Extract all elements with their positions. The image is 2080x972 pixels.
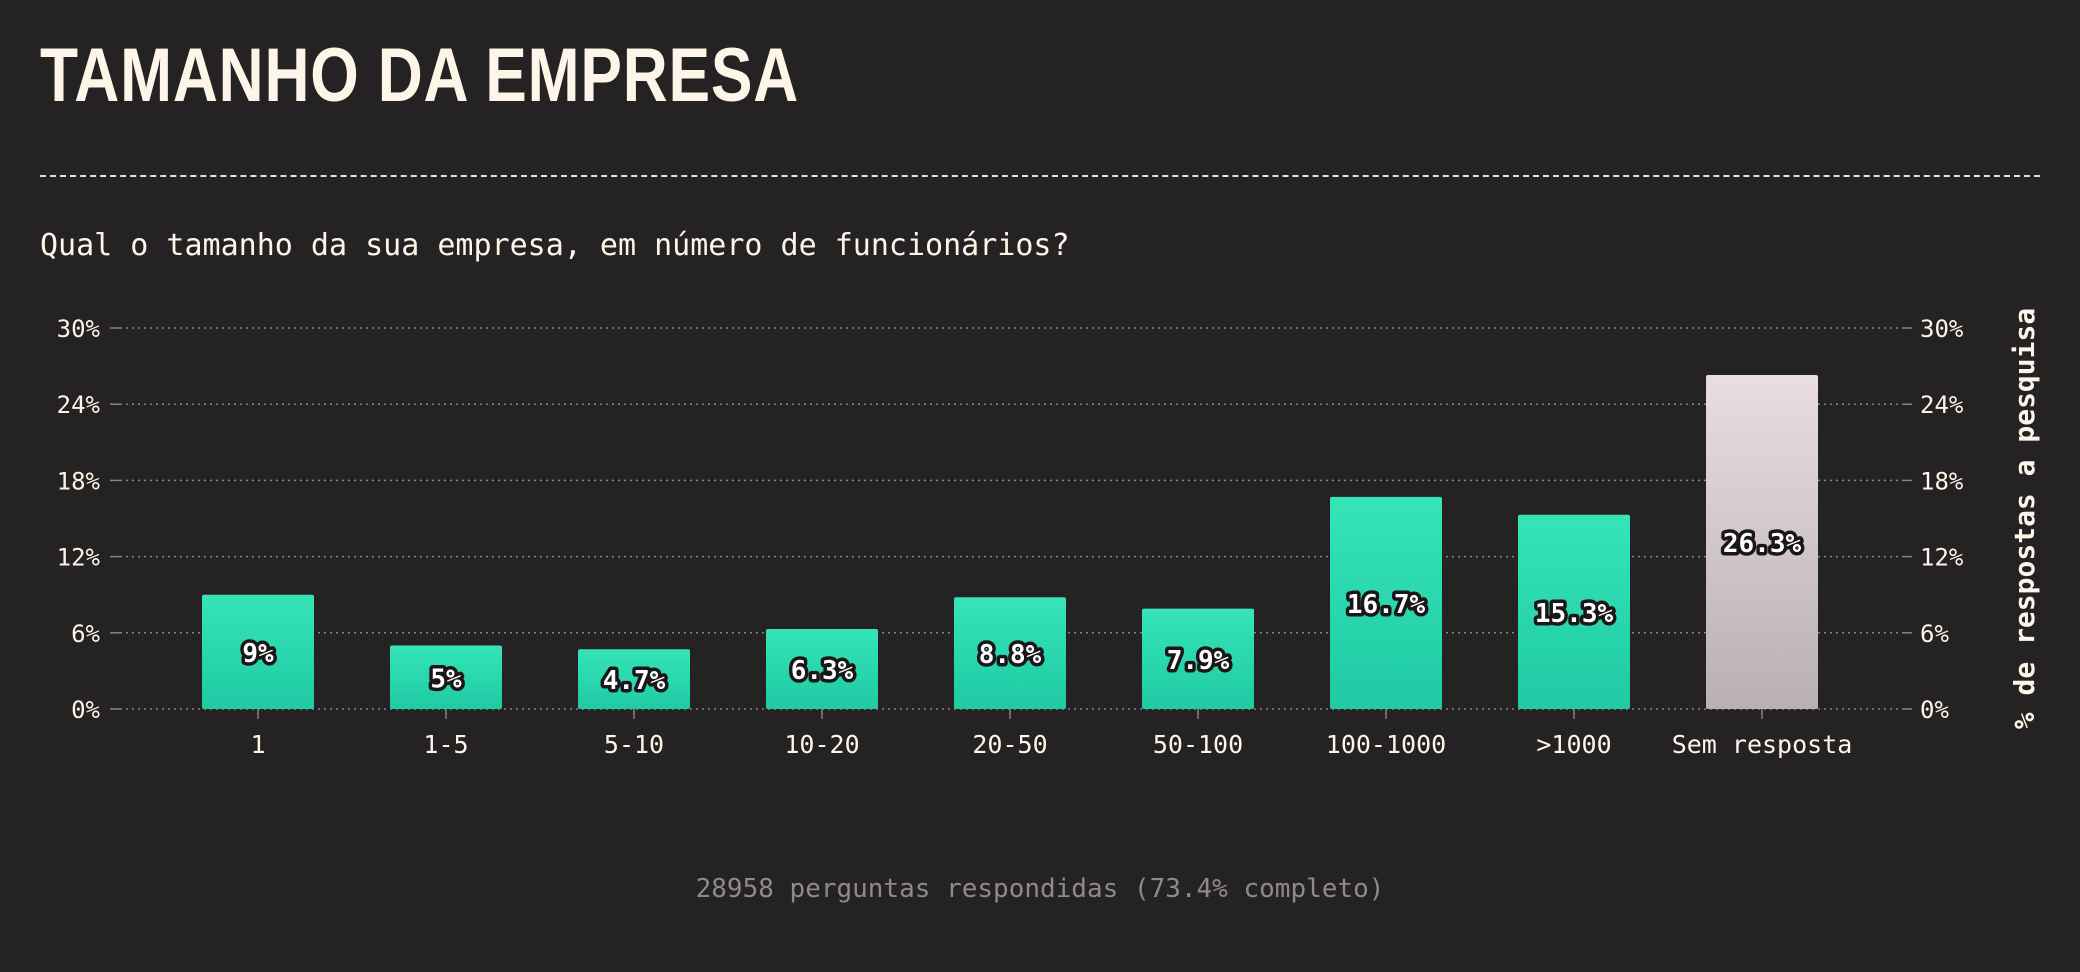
bar-value-label: 6.3% xyxy=(791,656,854,686)
y-tick-label-right: 12% xyxy=(1920,544,1964,572)
axes xyxy=(110,327,1912,719)
y-tick-label-right: 6% xyxy=(1920,620,1949,648)
labels: 0% 0% 6% 6% 12% 12% 18% 18% 24% 24% 30% 30% 1 9% 1-5 5%… xyxy=(57,308,2041,759)
bar xyxy=(1518,514,1630,709)
bar xyxy=(1142,608,1254,709)
y-tick-label-right: 0% xyxy=(1920,696,1949,724)
x-tick-label: >1000 xyxy=(1536,730,1611,759)
bar-value-label: 9% xyxy=(242,639,274,669)
page-title: TAMANHO DA EMPRESA xyxy=(40,33,800,118)
bar-value-label: 15.3% xyxy=(1535,599,1614,629)
x-tick-label: 50-100 xyxy=(1153,730,1243,759)
x-tick-label: 1 xyxy=(250,730,265,759)
y-tick-label-right: 18% xyxy=(1920,467,1964,495)
responses-note: 28958 perguntas respondidas (73.4% compl… xyxy=(695,874,1385,904)
bar-value-label: 8.8% xyxy=(979,640,1042,670)
y-tick-label-left: 12% xyxy=(57,544,101,572)
bars xyxy=(202,374,1818,709)
bar xyxy=(954,597,1066,709)
y-tick-label-left: 18% xyxy=(57,467,101,495)
y-tick-label-left: 6% xyxy=(71,620,100,648)
y-tick-label-right: 24% xyxy=(1920,391,1964,419)
bar-value-label: 4.7% xyxy=(603,666,666,696)
bar-value-label: 26.3% xyxy=(1723,529,1802,559)
bar xyxy=(578,649,690,709)
survey-question: Qual o tamanho da sua empresa, em número… xyxy=(40,228,1070,263)
bar-value-label: 16.7% xyxy=(1347,590,1426,620)
bar xyxy=(1706,374,1818,709)
bar-value-label: 5% xyxy=(430,664,462,694)
x-tick-label: 100-1000 xyxy=(1326,730,1446,759)
y-tick-label-left: 24% xyxy=(57,391,101,419)
y-tick-label-left: 0% xyxy=(71,696,100,724)
x-tick-label: 5-10 xyxy=(604,730,664,759)
x-tick-label: 20-50 xyxy=(972,730,1047,759)
y-tick-label-left: 30% xyxy=(57,315,101,343)
bar-value-label: 7.9% xyxy=(1167,646,1230,676)
bar xyxy=(390,645,502,709)
x-tick-label: 10-20 xyxy=(784,730,859,759)
bar xyxy=(202,594,314,709)
y-tick-label-right: 30% xyxy=(1920,315,1964,343)
y-axis-title: % de respostas a pesquisa xyxy=(2008,308,2041,729)
x-tick-label: 1-5 xyxy=(423,730,468,759)
divider xyxy=(40,175,2040,177)
bar xyxy=(766,628,878,709)
bar xyxy=(1330,496,1442,709)
x-tick-label: Sem resposta xyxy=(1672,730,1853,759)
